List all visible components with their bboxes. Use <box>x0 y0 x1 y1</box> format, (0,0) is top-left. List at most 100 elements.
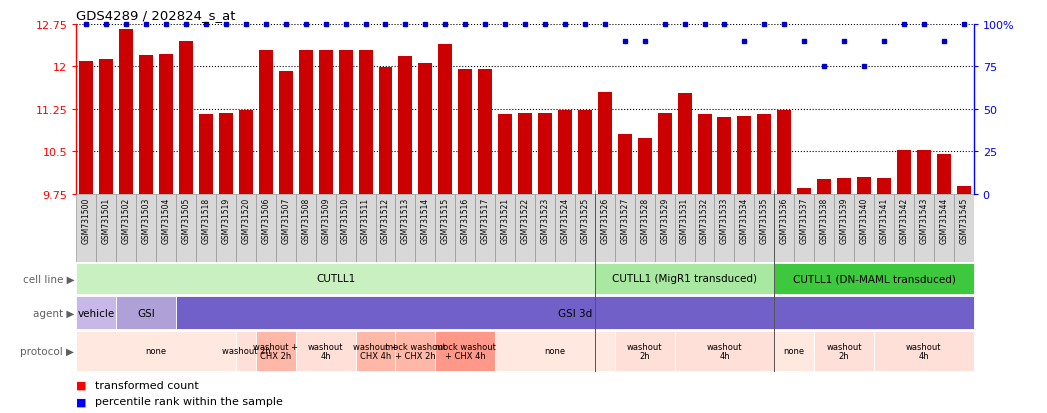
Text: GSM731525: GSM731525 <box>580 197 589 244</box>
Text: washout +
CHX 2h: washout + CHX 2h <box>253 342 298 361</box>
Bar <box>538 114 552 194</box>
Text: GSM731512: GSM731512 <box>381 197 389 244</box>
Bar <box>937 154 951 194</box>
Bar <box>757 115 772 194</box>
Bar <box>475 194 495 262</box>
Bar <box>575 194 595 262</box>
Bar <box>255 194 275 262</box>
Bar <box>358 51 373 194</box>
Bar <box>439 45 452 194</box>
Bar <box>236 331 255 371</box>
Bar <box>555 194 575 262</box>
Bar <box>558 111 572 194</box>
Text: ■: ■ <box>76 396 87 406</box>
Text: GSM731511: GSM731511 <box>361 197 370 244</box>
Text: GSM731543: GSM731543 <box>919 197 929 244</box>
Bar <box>618 135 631 194</box>
Bar <box>455 194 475 262</box>
Text: GSM731542: GSM731542 <box>899 197 909 244</box>
Text: GSM731539: GSM731539 <box>840 197 849 244</box>
Bar <box>697 115 712 194</box>
Text: washout
4h: washout 4h <box>707 342 742 361</box>
Bar <box>139 56 153 194</box>
Bar <box>734 194 755 262</box>
Bar <box>76 263 595 294</box>
Text: GSM731513: GSM731513 <box>401 197 410 244</box>
Text: ■: ■ <box>76 380 87 390</box>
Bar <box>379 68 393 194</box>
Bar <box>196 194 216 262</box>
Text: GSM731510: GSM731510 <box>341 197 350 244</box>
Text: GSM731527: GSM731527 <box>620 197 629 244</box>
Text: cell line ▶: cell line ▶ <box>23 274 74 284</box>
Bar <box>159 55 173 194</box>
Text: GSM731506: GSM731506 <box>262 197 270 244</box>
Bar <box>376 194 396 262</box>
Bar <box>815 331 874 371</box>
Bar <box>797 188 811 194</box>
Text: GSM731528: GSM731528 <box>640 197 649 244</box>
Bar <box>318 51 333 194</box>
Bar <box>119 31 133 194</box>
Text: GSM731503: GSM731503 <box>141 197 151 244</box>
Bar <box>518 114 532 194</box>
Bar <box>598 93 611 194</box>
Bar <box>818 180 831 194</box>
Bar <box>775 263 974 294</box>
Text: vehicle: vehicle <box>77 308 115 318</box>
Bar <box>917 151 931 194</box>
Text: washout
4h: washout 4h <box>906 342 941 361</box>
Bar <box>737 117 752 194</box>
Bar <box>179 42 193 194</box>
Text: CUTLL1: CUTLL1 <box>316 274 355 284</box>
Bar <box>854 194 874 262</box>
Bar <box>674 331 775 371</box>
Text: GSM731537: GSM731537 <box>800 197 808 244</box>
Text: GSM731514: GSM731514 <box>421 197 430 244</box>
Bar <box>316 194 336 262</box>
Text: GSI: GSI <box>137 308 155 318</box>
Bar <box>76 296 116 330</box>
Bar <box>834 194 854 262</box>
Bar <box>396 194 416 262</box>
Text: GSM731534: GSM731534 <box>740 197 749 244</box>
Text: GSM731538: GSM731538 <box>820 197 828 244</box>
Bar <box>595 194 615 262</box>
Text: none: none <box>146 347 166 356</box>
Bar <box>216 194 236 262</box>
Text: GSM731500: GSM731500 <box>82 197 91 244</box>
Bar <box>658 114 671 194</box>
Text: protocol ▶: protocol ▶ <box>20 346 74 356</box>
Bar <box>717 118 732 194</box>
Text: GSM731523: GSM731523 <box>540 197 550 244</box>
Text: GSM731509: GSM731509 <box>321 197 330 244</box>
Bar <box>954 194 974 262</box>
Bar <box>459 70 472 194</box>
Bar <box>914 194 934 262</box>
Text: none: none <box>544 347 565 356</box>
Bar <box>176 194 196 262</box>
Text: GSM731501: GSM731501 <box>102 197 111 244</box>
Bar <box>255 331 295 371</box>
Bar <box>795 194 815 262</box>
Text: transformed count: transformed count <box>95 380 199 390</box>
Bar <box>535 194 555 262</box>
Text: mock washout
+ CHX 4h: mock washout + CHX 4h <box>435 342 495 361</box>
Bar <box>416 194 436 262</box>
Bar <box>239 111 253 194</box>
Text: GSM731536: GSM731536 <box>780 197 788 244</box>
Bar <box>498 115 512 194</box>
Bar <box>755 194 775 262</box>
Bar <box>136 194 156 262</box>
Bar <box>478 70 492 194</box>
Bar <box>897 151 911 194</box>
Bar <box>80 62 93 194</box>
Text: GSM731502: GSM731502 <box>121 197 131 244</box>
Bar <box>236 194 255 262</box>
Text: agent ▶: agent ▶ <box>32 308 74 318</box>
Bar <box>275 194 295 262</box>
Bar <box>96 194 116 262</box>
Text: GSM731526: GSM731526 <box>600 197 609 244</box>
Text: none: none <box>784 347 805 356</box>
Bar <box>336 194 356 262</box>
